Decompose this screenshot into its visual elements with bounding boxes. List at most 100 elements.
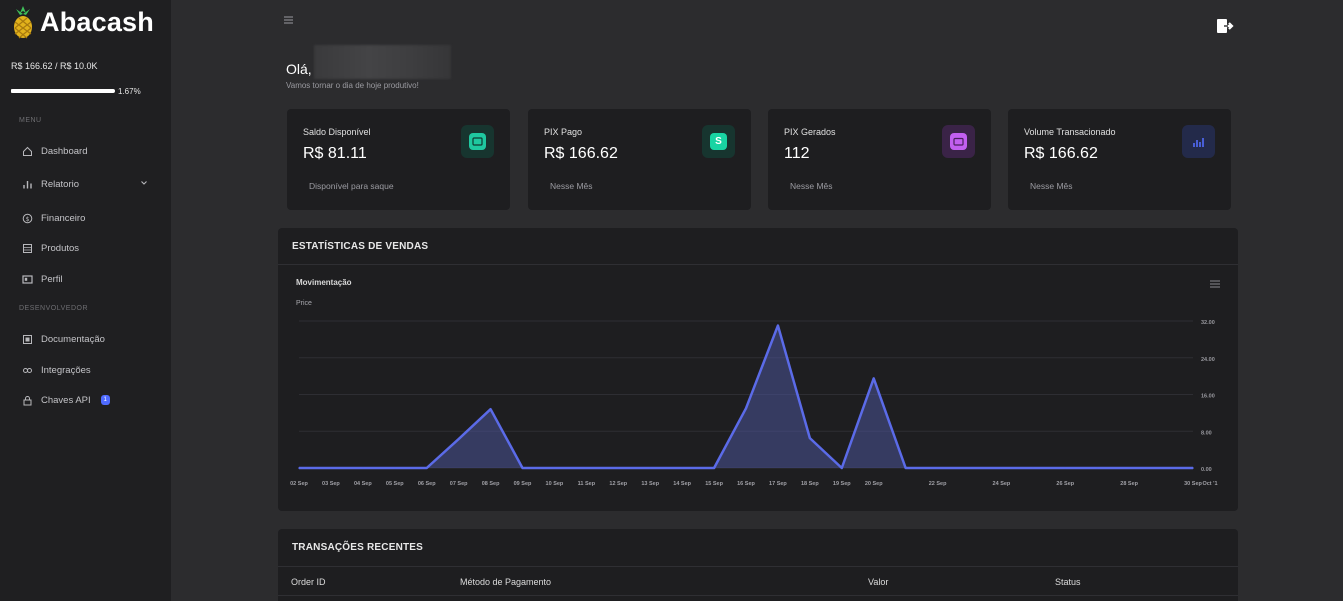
data-point[interactable] xyxy=(904,467,907,469)
x-tick-label: 17 Sep xyxy=(769,481,787,487)
card-value: R$ 81.11 xyxy=(303,145,367,162)
data-point[interactable] xyxy=(457,438,460,440)
document-icon xyxy=(22,334,33,345)
column-header-order-id[interactable]: Order ID xyxy=(291,577,326,587)
data-point[interactable] xyxy=(425,467,428,469)
data-point[interactable] xyxy=(713,467,715,469)
card-value: R$ 166.62 xyxy=(1024,145,1098,162)
data-point[interactable] xyxy=(330,467,332,469)
progress-fill xyxy=(11,89,13,93)
x-tick-label: 12 Sep xyxy=(609,481,627,487)
x-tick-label: 09 Sep xyxy=(514,481,532,487)
card-volume-transacionado: Volume Transacionado R$ 166.62 Nesse Mês xyxy=(1008,109,1231,210)
sidebar-item-documentacao[interactable]: Documentação xyxy=(22,332,105,346)
wallet-icon xyxy=(461,125,494,158)
x-tick-label: 18 Sep xyxy=(801,481,819,487)
sidebar-item-chaves-api[interactable]: Chaves API 1 xyxy=(22,393,110,407)
x-tick-label: 26 Sep xyxy=(1056,481,1074,487)
sales-chart: Price 32.00 24.00 16.00 8.00 0.00 02 Sep 03 Sep… xyxy=(290,300,1217,487)
sidebar-item-label: Integrações xyxy=(41,364,91,376)
box-icon xyxy=(22,243,33,254)
data-point[interactable] xyxy=(553,467,556,469)
id-card-icon xyxy=(22,274,33,285)
sales-stats-panel: ESTATÍSTICAS DE VENDAS Movimentação Pric… xyxy=(278,228,1238,511)
greeting-subtitle: Vamos tornar o dia de hoje produtivo! xyxy=(286,81,419,90)
x-tick-label: 13 Sep xyxy=(641,481,659,487)
x-tick-label: 16 Sep xyxy=(737,481,755,487)
data-point[interactable] xyxy=(1096,467,1099,469)
data-point[interactable] xyxy=(362,467,364,469)
panel-title: ESTATÍSTICAS DE VENDAS xyxy=(292,241,429,252)
redacted-username xyxy=(314,45,451,79)
card-subtitle: Nesse Mês xyxy=(550,181,593,191)
data-point[interactable] xyxy=(809,437,811,439)
y-tick-label: 0.00 xyxy=(1201,467,1212,473)
card-subtitle: Disponível para saque xyxy=(309,181,394,191)
x-tick-label: 22 Sep xyxy=(929,481,947,487)
data-point[interactable] xyxy=(617,467,620,469)
chevron-down-icon[interactable] xyxy=(140,179,148,187)
data-point[interactable] xyxy=(393,467,396,469)
divider xyxy=(278,595,1238,596)
data-point[interactable] xyxy=(840,467,843,469)
x-tick-label: 14 Sep xyxy=(673,481,691,487)
developer-section-title: DESENVOLVEDOR xyxy=(19,305,88,312)
chart-menu-icon[interactable] xyxy=(1210,280,1220,288)
card-saldo-disponivel: Saldo Disponível R$ 81.11 Disponível par… xyxy=(287,109,510,210)
sidebar-item-label: Chaves API xyxy=(41,394,91,406)
notification-badge: 1 xyxy=(100,395,110,405)
data-point[interactable] xyxy=(1160,467,1162,469)
progress-label: 1.67% xyxy=(118,86,141,96)
column-header-amount[interactable]: Valor xyxy=(868,577,889,587)
logo[interactable]: Abacash xyxy=(10,4,154,40)
x-tick-label: 08 Sep xyxy=(482,481,500,487)
data-point[interactable] xyxy=(936,467,939,469)
hamburger-menu-icon[interactable] xyxy=(283,15,294,25)
sidebar-item-label: Financeiro xyxy=(41,212,86,224)
data-point[interactable] xyxy=(521,467,524,469)
x-tick-label: 07 Sep xyxy=(450,481,468,487)
x-tick-label: 02 Sep xyxy=(290,481,308,487)
sidebar-item-perfil[interactable]: Perfil xyxy=(22,272,63,286)
data-point[interactable] xyxy=(1000,467,1003,469)
data-point[interactable] xyxy=(489,408,492,410)
x-tick-label: 10 Sep xyxy=(546,481,564,487)
data-point[interactable] xyxy=(1128,467,1130,469)
data-point[interactable] xyxy=(1192,467,1194,469)
sidebar-item-relatorio[interactable]: Relatorio xyxy=(22,177,79,191)
card-title: PIX Pago xyxy=(544,127,583,137)
data-point[interactable] xyxy=(1064,467,1067,469)
calendar-icon xyxy=(942,125,975,158)
x-tick-label: 30 Sep xyxy=(1184,481,1202,487)
sidebar-item-label: Perfil xyxy=(41,273,63,285)
balance-limit: R$ 166.62 / R$ 10.0K xyxy=(11,61,98,71)
x-tick-label: 04 Sep xyxy=(354,481,372,487)
x-tick-label: 19 Sep xyxy=(833,481,851,487)
data-point[interactable] xyxy=(585,467,588,469)
logout-icon[interactable] xyxy=(1216,18,1234,34)
card-subtitle: Nesse Mês xyxy=(1030,181,1073,191)
limit-progress: 1.67% xyxy=(11,86,161,96)
data-point[interactable] xyxy=(872,377,875,380)
divider xyxy=(278,264,1238,265)
sidebar-item-dashboard[interactable]: Dashboard xyxy=(22,144,87,158)
link-icon xyxy=(22,365,33,376)
column-header-payment-method[interactable]: Método de Pagamento xyxy=(460,577,552,587)
data-point[interactable] xyxy=(298,467,300,469)
x-tick-label: 03 Sep xyxy=(322,481,340,487)
sidebar-item-financeiro[interactable]: $ Financeiro xyxy=(22,211,85,225)
sidebar-item-integracoes[interactable]: Integrações xyxy=(22,363,91,377)
card-title: Saldo Disponível xyxy=(303,127,371,137)
sidebar-item-label: Documentação xyxy=(41,333,105,345)
data-point[interactable] xyxy=(777,324,779,327)
data-point[interactable] xyxy=(1032,467,1035,469)
data-point[interactable] xyxy=(968,467,971,469)
column-header-status[interactable]: Status xyxy=(1055,577,1081,587)
data-point[interactable] xyxy=(649,467,652,469)
app-name: Abacash xyxy=(40,6,154,37)
data-point[interactable] xyxy=(745,407,747,410)
x-tick-label: 20 Sep xyxy=(865,481,883,487)
pineapple-icon xyxy=(14,6,32,39)
data-point[interactable] xyxy=(681,467,683,469)
sidebar-item-produtos[interactable]: Produtos xyxy=(22,241,79,255)
